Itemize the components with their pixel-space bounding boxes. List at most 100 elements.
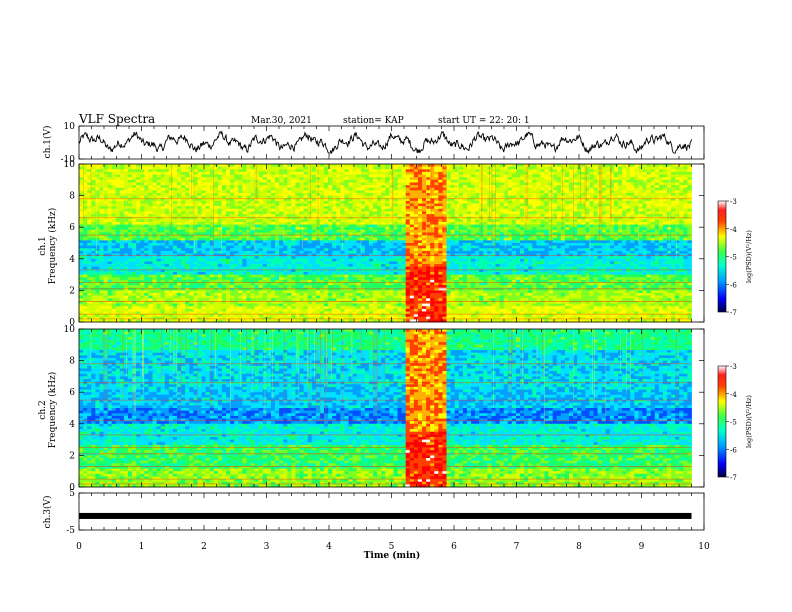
- spectrogram-cell: [119, 164, 125, 168]
- spectrogram-cell: [295, 232, 300, 236]
- spectrogram-cell: [136, 248, 141, 252]
- spectrogram-cell: [311, 219, 317, 223]
- spectrogram-cell: [438, 166, 443, 170]
- spectrogram-cell: [221, 235, 227, 239]
- spectrogram-cell: [336, 221, 341, 225]
- spectrogram-cell: [430, 174, 435, 178]
- spectrogram-cell: [270, 187, 276, 191]
- spectrogram-cell: [507, 235, 513, 239]
- spectrogram-cell: [638, 171, 643, 175]
- spectrogram-cell: [622, 164, 627, 168]
- spectrogram-cell: [462, 190, 468, 194]
- spectrogram-cell: [201, 232, 206, 236]
- spectrogram-cell: [548, 232, 554, 236]
- spectrogram-cell: [642, 206, 647, 210]
- spectrogram-cell: [569, 177, 574, 181]
- spectrogram-cell: [275, 206, 280, 210]
- spectrogram-cell: [168, 171, 174, 175]
- spectrogram-cell: [581, 237, 586, 241]
- spectrogram-cell: [177, 206, 182, 210]
- spectrogram-cell: [581, 192, 586, 196]
- spectrogram-cell: [221, 200, 227, 204]
- spectrogram-cell: [475, 224, 480, 228]
- spectrogram-cell: [307, 235, 313, 239]
- spectrogram-cell: [279, 182, 284, 186]
- spectrogram-cell: [679, 185, 684, 189]
- spectrogram-cell: [275, 198, 280, 202]
- spectrogram-cell: [242, 198, 247, 202]
- spectrogram-cell: [552, 219, 558, 223]
- spectrogram-cell: [95, 219, 100, 223]
- spectrogram-cell: [144, 206, 149, 210]
- spectrogram-cell: [630, 214, 635, 218]
- spectrogram-cell: [589, 229, 594, 233]
- spectrogram-cell: [634, 192, 639, 196]
- spectrogram-cell: [573, 174, 578, 178]
- spectrogram-cell: [609, 240, 615, 244]
- spectrogram-cell: [560, 214, 566, 218]
- spectrogram-cell: [348, 187, 353, 191]
- spectrogram-cell: [123, 245, 129, 249]
- spectrogram-cell: [381, 208, 386, 212]
- spectrogram-cell: [295, 164, 300, 168]
- spectrogram-cell: [593, 203, 598, 207]
- spectrogram-cell: [426, 190, 431, 194]
- spectrogram-cell: [324, 248, 329, 252]
- spectrogram-cell: [593, 169, 598, 173]
- spectrogram-cell: [250, 185, 255, 189]
- spectrogram-cell: [307, 245, 313, 249]
- spectrogram-cell: [475, 177, 480, 181]
- spectrogram-cell: [217, 206, 223, 210]
- spectrogram-cell: [119, 200, 125, 204]
- spectrogram-cell: [107, 195, 113, 199]
- spectrogram-cell: [144, 240, 149, 244]
- spectrogram-cell: [295, 177, 300, 181]
- spectrogram-cell: [548, 187, 554, 191]
- spectrogram-cell: [319, 227, 325, 231]
- spectrogram-cell: [128, 237, 133, 241]
- spectrogram-cell: [266, 219, 272, 223]
- spectrogram-cell: [687, 206, 692, 210]
- spectrogram-cell: [536, 166, 541, 170]
- spectrogram-cell: [471, 229, 476, 233]
- spectrogram-cell: [160, 237, 166, 241]
- spectrogram-cell: [221, 248, 227, 252]
- spectrogram-cell: [401, 221, 407, 225]
- spectrogram-cell: [524, 227, 529, 231]
- spectrogram-cell: [360, 174, 366, 178]
- spectrogram-cell: [128, 240, 133, 244]
- spectrogram-cell: [213, 166, 219, 170]
- spectrogram-cell: [581, 211, 586, 215]
- spectrogram-cell: [393, 245, 398, 249]
- spectrogram-cell: [111, 171, 117, 175]
- spectrogram-cell: [532, 216, 537, 220]
- spectrogram-cell: [634, 203, 639, 207]
- spectrogram-cell: [246, 232, 251, 236]
- spectrogram-cell: [683, 174, 688, 178]
- spectrogram-cell: [381, 166, 386, 170]
- spectrogram-cell: [295, 208, 300, 212]
- spectrogram-cell: [409, 185, 415, 189]
- spectrogram-cell: [254, 237, 260, 241]
- spectrogram-cell: [658, 192, 664, 196]
- spectrogram-cell: [528, 208, 533, 212]
- spectrogram-cell: [487, 245, 492, 249]
- spectrogram-cell: [87, 214, 92, 218]
- spectrogram-cell: [638, 192, 643, 196]
- spectrogram-cell: [581, 221, 586, 225]
- spectrogram-cell: [185, 229, 190, 233]
- spectrogram-cell: [389, 235, 394, 239]
- spectrogram-cell: [679, 169, 684, 173]
- spectrogram-cell: [471, 245, 476, 249]
- spectrogram-cell: [197, 245, 202, 249]
- spectrogram-cell: [495, 200, 500, 204]
- spectrogram-cell: [132, 248, 137, 252]
- spectrogram-cell: [287, 187, 292, 191]
- spectrogram-cell: [585, 182, 590, 186]
- spectrogram-cell: [585, 227, 590, 231]
- spectrogram-cell: [438, 174, 443, 178]
- spectrogram-cell: [258, 198, 264, 202]
- spectrogram-cell: [385, 232, 390, 236]
- spectrogram-cell: [524, 179, 529, 183]
- spectrogram-cell: [246, 174, 251, 178]
